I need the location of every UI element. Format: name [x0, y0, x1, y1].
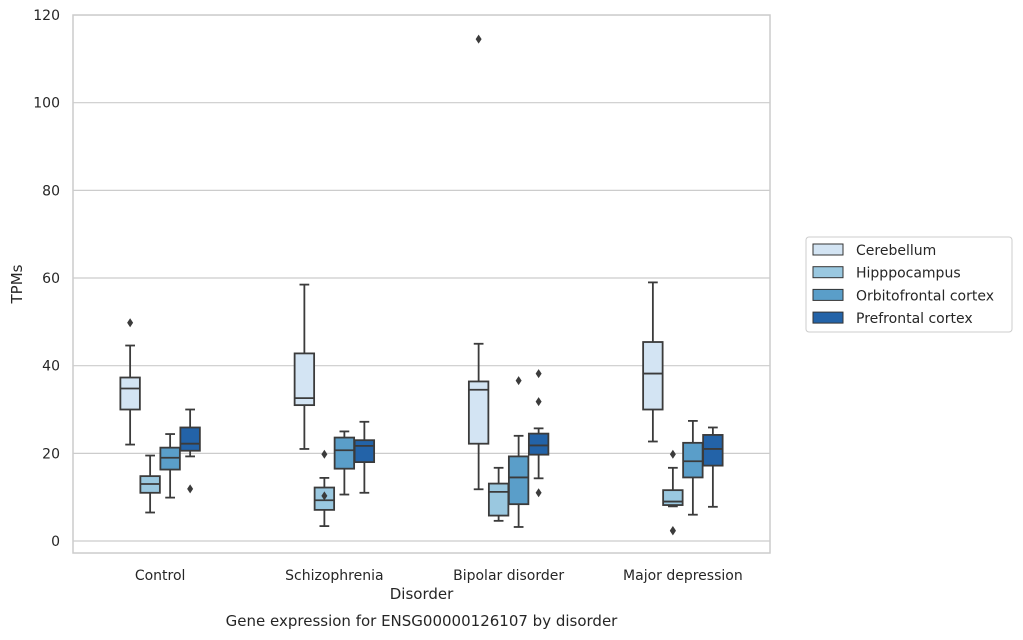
x-tick-label: Bipolar disorder [453, 568, 564, 584]
outlier-point [475, 34, 482, 44]
y-tick-label: 100 [33, 96, 60, 112]
legend: Cerebellum Hipppocampus Orbitofrontal cort… [805, 236, 1013, 333]
box-0-1 [293, 283, 316, 450]
x-tick-label: Schizophrenia [285, 568, 383, 584]
x-axis-label: Disorder [390, 585, 454, 603]
y-tick-label: 40 [42, 359, 60, 375]
box-iqr [642, 341, 664, 411]
outlier-point [669, 449, 676, 459]
box-iqr [119, 376, 141, 411]
box-iqr [507, 455, 530, 506]
box-2-1 [333, 430, 356, 496]
box-3-0 [179, 408, 201, 494]
legend-frame [805, 236, 1013, 333]
legend-label: Hipppocampus [856, 266, 961, 282]
box-1-3 [662, 449, 684, 536]
x-tick-label: Major depression [623, 568, 743, 584]
outlier-point [321, 449, 328, 459]
y-tick-label: 0 [51, 534, 60, 550]
box-2-0 [159, 433, 181, 499]
box-0-2 [467, 34, 490, 491]
box-iqr [662, 489, 684, 506]
y-tick-labels: 0 20 40 60 80 100 120 [33, 8, 60, 550]
box-iqr [179, 426, 201, 452]
y-tick-label: 20 [42, 446, 60, 462]
box-iqr [353, 439, 376, 464]
x-tick-labels: Control Schizophrenia Bipolar disorder Majo… [135, 568, 743, 584]
legend-label: Orbitofrontal cortex [856, 288, 994, 304]
legend-label: Prefrontal cortex [856, 311, 973, 327]
x-tick-label: Control [135, 568, 186, 584]
box-1-0 [139, 454, 161, 514]
box-plot-series [119, 34, 724, 536]
legend-swatch [812, 311, 844, 324]
y-axis-label: TPMs [8, 264, 26, 304]
legend-swatch [812, 243, 844, 256]
outlier-point [321, 491, 328, 501]
plot-frame [72, 14, 771, 554]
box-iqr [527, 432, 550, 456]
box-3-2 [527, 369, 550, 498]
y-tick-label: 80 [42, 183, 60, 199]
outlier-point [127, 318, 134, 328]
box-0-3 [642, 281, 664, 443]
box-1-2 [487, 466, 510, 522]
y-tick-label: 60 [42, 271, 60, 287]
box-2-3 [682, 420, 704, 516]
legend-swatch [812, 288, 844, 301]
outlier-point [535, 397, 542, 407]
chart-caption: Gene expression for ENSG00000126107 by d… [226, 612, 619, 630]
box-1-1 [313, 449, 336, 527]
outlier-point [535, 369, 542, 379]
box-iqr [333, 436, 356, 470]
outlier-point [515, 376, 522, 386]
box-2-2 [507, 376, 530, 528]
outlier-point [535, 488, 542, 498]
box-0-0 [119, 318, 141, 446]
legend-swatch [812, 266, 844, 279]
box-3-1 [353, 420, 376, 494]
box-iqr [293, 352, 316, 407]
legend-label: Cerebellum [856, 243, 936, 259]
y-tick-label: 120 [33, 8, 60, 24]
outlier-point [669, 525, 676, 535]
box-3-3 [702, 426, 724, 508]
box-iqr [682, 441, 704, 479]
box-iqr [467, 380, 490, 445]
outlier-point [187, 484, 194, 494]
box-iqr [702, 434, 724, 467]
box-iqr [487, 482, 510, 517]
